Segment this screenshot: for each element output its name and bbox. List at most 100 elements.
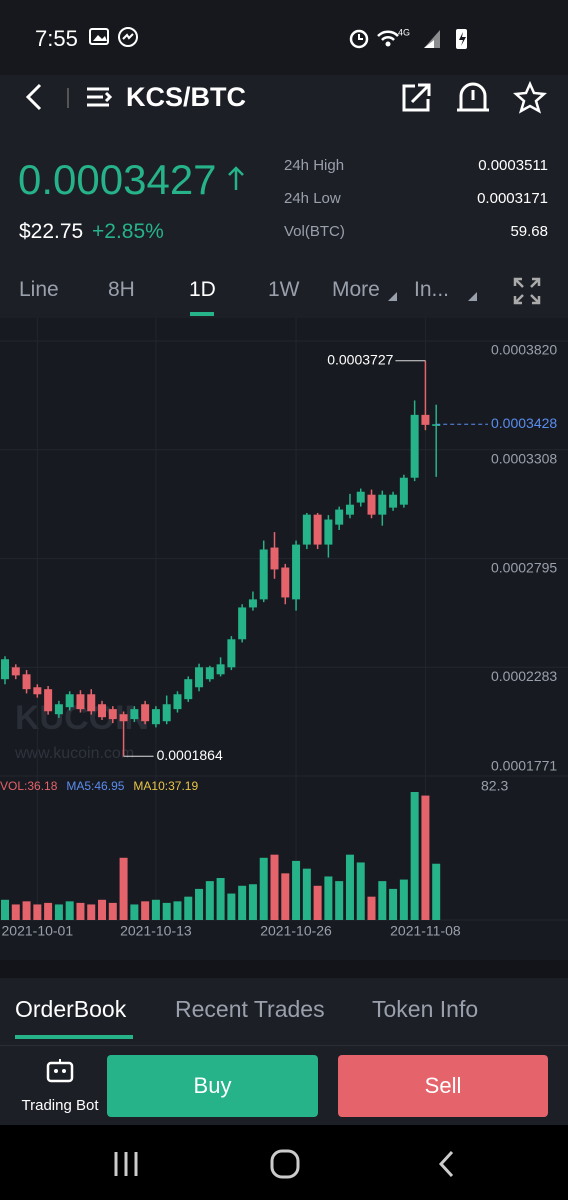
interval-tab[interactable]: In... xyxy=(414,278,450,301)
x-tick-label: 2021-11-08 xyxy=(390,923,461,939)
volume-bar xyxy=(130,904,139,920)
candle-body xyxy=(151,709,160,725)
volume-bar xyxy=(22,901,31,920)
candle-body xyxy=(11,667,20,676)
candle-body xyxy=(248,599,257,608)
share-button[interactable] xyxy=(402,83,431,112)
interval-tab[interactable]: More xyxy=(332,278,380,301)
stat-value: 59.68 xyxy=(510,223,548,240)
volume-bar xyxy=(44,902,53,920)
volume-bar xyxy=(335,881,344,920)
volume-legend: VOL:36.18 xyxy=(0,779,58,793)
x-tick-label: 2021-10-01 xyxy=(2,923,74,939)
volume-bar xyxy=(227,893,236,920)
interval-tab[interactable]: Line xyxy=(19,278,59,301)
buy-button[interactable]: Buy xyxy=(107,1055,318,1117)
volume-bar xyxy=(248,884,257,920)
volume-bar xyxy=(119,857,128,920)
home-button[interactable] xyxy=(270,1149,300,1179)
alert-button[interactable] xyxy=(457,82,489,112)
candle-body xyxy=(302,514,311,545)
candle-body xyxy=(410,414,419,478)
volume-bar xyxy=(378,881,387,920)
volume-bar xyxy=(184,896,193,920)
bot-icon xyxy=(46,1059,74,1083)
volume-bar xyxy=(356,862,365,920)
candle-body xyxy=(108,709,117,720)
dropdown-caret xyxy=(468,292,477,301)
volume-bar xyxy=(399,879,408,920)
candle-body xyxy=(421,414,430,425)
candle-body xyxy=(216,664,225,675)
y-tick-label: 0.0002283 xyxy=(491,668,557,684)
volume-bar xyxy=(151,899,160,920)
volume-bar xyxy=(33,904,42,920)
header-left xyxy=(25,83,113,111)
pair-title: KCS/BTC xyxy=(126,82,246,112)
bottom-tab[interactable]: Token Info xyxy=(372,996,479,1022)
separator xyxy=(0,960,568,978)
candle-body xyxy=(87,694,96,712)
watermark-url: www.kucoin.com xyxy=(14,745,134,762)
menu-button[interactable] xyxy=(87,87,113,107)
interval-tab[interactable]: 1D xyxy=(189,278,216,301)
tab-underline xyxy=(15,1035,133,1039)
candle-body xyxy=(44,689,53,712)
candle-body xyxy=(33,687,42,695)
candle-body xyxy=(76,694,85,710)
interval-tab[interactable]: 1W xyxy=(268,278,300,301)
stat-value: 0.0003511 xyxy=(478,157,548,174)
volume-bar xyxy=(173,901,182,920)
candle-body xyxy=(195,667,204,688)
last-price: 0.0003427 xyxy=(18,156,217,203)
volume-bar xyxy=(410,792,419,920)
y-tick-label: 0.0003820 xyxy=(491,342,557,358)
volume-bar xyxy=(259,857,268,920)
candle-body xyxy=(184,679,193,700)
y-tick-label: 0.0001771 xyxy=(491,758,557,774)
volume-bar xyxy=(302,868,311,920)
stat-value: 0.0003171 xyxy=(477,190,548,207)
favorite-button[interactable] xyxy=(513,80,547,114)
stat-label: 24h High xyxy=(284,157,345,174)
volume-bar xyxy=(205,881,214,920)
stat-label: Vol(BTC) xyxy=(284,223,345,240)
interval-tab[interactable]: 8H xyxy=(108,278,135,301)
candle-body xyxy=(389,494,398,508)
volume-bar xyxy=(54,904,63,920)
recents-button[interactable] xyxy=(114,1152,138,1176)
network: 4G xyxy=(398,27,410,37)
bottom-tab[interactable]: Recent Trades xyxy=(175,996,325,1022)
y-tick-label: 0.0003308 xyxy=(491,450,557,466)
volume-bar xyxy=(270,854,279,920)
candle-body xyxy=(98,704,107,718)
trading-bot-button[interactable]: Trading Bot xyxy=(21,1097,99,1114)
candle-body xyxy=(367,494,376,515)
fullscreen-button[interactable] xyxy=(512,276,542,306)
up-arrow xyxy=(228,166,244,190)
candle-body xyxy=(173,694,182,710)
volume-bar xyxy=(238,885,247,920)
candle-body xyxy=(335,509,344,525)
bottom-tab[interactable]: OrderBook xyxy=(15,996,127,1022)
volume-bar xyxy=(98,899,107,920)
candle-body xyxy=(281,567,290,598)
volume-bar xyxy=(421,795,430,920)
current-price-label: 0.0003428 xyxy=(491,415,557,431)
back-button[interactable] xyxy=(25,83,42,111)
candle-body xyxy=(238,607,247,640)
candle-body xyxy=(399,477,408,505)
stat-label: 24h Low xyxy=(284,190,341,207)
nav-bar xyxy=(0,1125,568,1200)
candle-body xyxy=(1,659,9,680)
volume-bar xyxy=(11,904,20,920)
volume-bar xyxy=(345,854,354,920)
high-label: 0.0003727 xyxy=(327,351,393,367)
volume-bar xyxy=(1,899,9,920)
back-nav-button[interactable] xyxy=(438,1150,454,1178)
candle-body xyxy=(205,667,214,680)
volume-bar xyxy=(367,896,376,920)
volume-bar xyxy=(195,888,204,920)
sell-button[interactable]: Sell xyxy=(338,1055,548,1117)
volume-legend: MA5:46.95 xyxy=(66,779,124,793)
